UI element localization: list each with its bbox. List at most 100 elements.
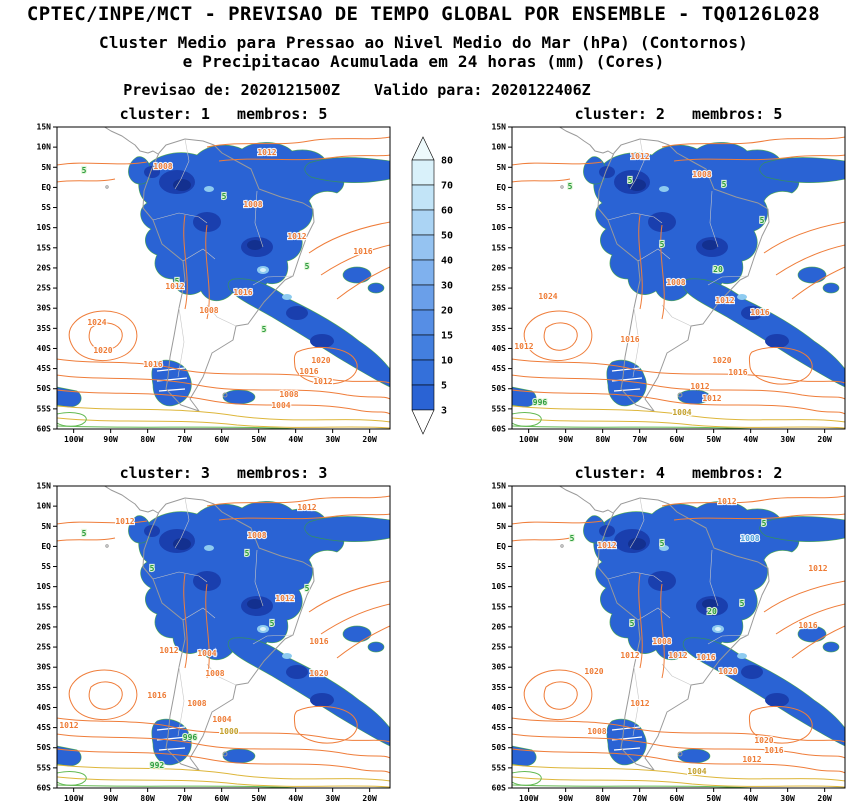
country-border [152, 571, 208, 583]
lat-label: 25S [37, 643, 52, 652]
island [677, 751, 683, 757]
lat-label: 15N [37, 482, 52, 491]
precipitation-area [797, 266, 827, 284]
country-border [637, 607, 671, 621]
contour-label: 1020 [93, 346, 112, 355]
pressure-contour [57, 412, 87, 427]
precipitation-max [260, 627, 266, 631]
lat-label: 5N [496, 522, 506, 531]
contour-label: 1004 [197, 649, 216, 658]
country-border [629, 497, 645, 549]
precipitation-max [204, 186, 214, 192]
pressure-contour [57, 537, 116, 542]
pressure-contour [57, 417, 390, 429]
map-frame [511, 126, 846, 430]
precipitation-area [822, 282, 840, 294]
contour-label: 1004 [212, 715, 231, 724]
contour-label: 996 [533, 398, 548, 407]
colorbar-level: 70 [441, 181, 453, 192]
contour-label: 1024 [538, 292, 557, 301]
precipitation-core [702, 599, 718, 609]
lat-label: 35S [492, 324, 507, 333]
contour-label: 1008 [199, 306, 218, 315]
lat-label: 15S [37, 243, 52, 252]
country-border [607, 571, 663, 583]
lat-label: 10N [37, 502, 52, 511]
lat-label: 10S [37, 223, 52, 232]
lon-label: 30W [325, 794, 340, 803]
contour-label: 1012 [717, 497, 736, 506]
contour-label: 1016 [728, 368, 747, 377]
lat-label: 5N [496, 163, 506, 172]
pressure-contour [57, 161, 148, 166]
pressure-contour [791, 266, 845, 300]
lon-label: 30W [325, 435, 340, 444]
island [105, 544, 109, 548]
pressure-contour [57, 717, 390, 743]
lat-label: 15N [37, 123, 52, 132]
pressure-contour [57, 358, 390, 384]
contour-label: 1012 [702, 394, 721, 403]
forecast-valid-value: 2020122406Z [491, 81, 591, 99]
precipitation-max [282, 294, 292, 300]
cluster-panel-4: cluster: 4 membros: 2 15N 10N 5N EQ 5S 10S 15S 2… [488, 464, 847, 803]
lat-label: 20S [37, 263, 52, 272]
contour-label: 1016 [143, 360, 162, 369]
country-border [632, 666, 640, 737]
pressure-contour [205, 583, 210, 679]
lon-label: 80W [595, 794, 610, 803]
lon-label: 20W [817, 435, 832, 444]
contour-label: 1012 [115, 517, 134, 526]
country-border [709, 190, 719, 248]
colorbar-level: 15 [441, 331, 453, 342]
country-border [206, 663, 237, 686]
country-border [661, 663, 692, 686]
map-content [512, 486, 845, 788]
pressure-contour [68, 310, 138, 362]
contour-label: 1016 [750, 308, 769, 317]
coastline [559, 127, 614, 155]
contour-label: 5 [628, 176, 633, 185]
forecast-issued-value: 2020121500Z [240, 81, 340, 99]
contour-label: 1008 [652, 637, 671, 646]
country-border [632, 307, 640, 378]
precipitation-area [222, 748, 256, 764]
pressure-contour [763, 580, 845, 613]
contour-label: 1024 [87, 318, 106, 327]
colorbar-level: 60 [441, 206, 453, 217]
pressure-contour [320, 603, 390, 635]
country-border [152, 212, 208, 224]
country-border [707, 634, 749, 645]
pressure-contour [57, 425, 390, 429]
forecast-valid: Valido para: 2020122406Z [374, 81, 591, 99]
pressure-contour [512, 764, 845, 782]
subtitle-line2: e Precipitacao Acumulada em 24 horas (mm… [182, 52, 665, 71]
colorbar-segment [411, 209, 435, 236]
contour-label: 5 [568, 182, 573, 191]
country-border [607, 212, 663, 224]
contour-label: 20 [707, 607, 717, 616]
contour-label: 1008 [666, 278, 685, 287]
precipitation-max [260, 268, 266, 272]
map-content [512, 127, 845, 429]
contour-label: 5 [660, 539, 665, 548]
pressure-contour [293, 705, 358, 744]
contour-label: 1012 [59, 721, 78, 730]
precipitation-core [702, 240, 718, 250]
contour-label: 1012 [275, 594, 294, 603]
precipitation-colorbar: 80 70 60 50 40 30 20 15 10 5 3 [406, 134, 484, 446]
panel-title: cluster: 2 membros: 5 [574, 105, 783, 123]
pressure-contour [512, 374, 845, 400]
lat-label: 20S [37, 622, 52, 631]
lon-label: 60W [669, 794, 684, 803]
precipitation-core [741, 306, 763, 320]
lon-label: 100W [64, 794, 83, 803]
lon-label: 80W [140, 794, 155, 803]
lat-label: 30S [37, 663, 52, 672]
country-border [254, 549, 264, 607]
lat-label: 30S [37, 304, 52, 313]
precipitation-core [173, 538, 191, 550]
cluster-panel-2: cluster: 2 membros: 5 15N 10N 5N EQ 5S 10S 15S 2… [488, 105, 847, 447]
lon-label: 40W [288, 794, 303, 803]
precipitation-core [599, 525, 615, 537]
